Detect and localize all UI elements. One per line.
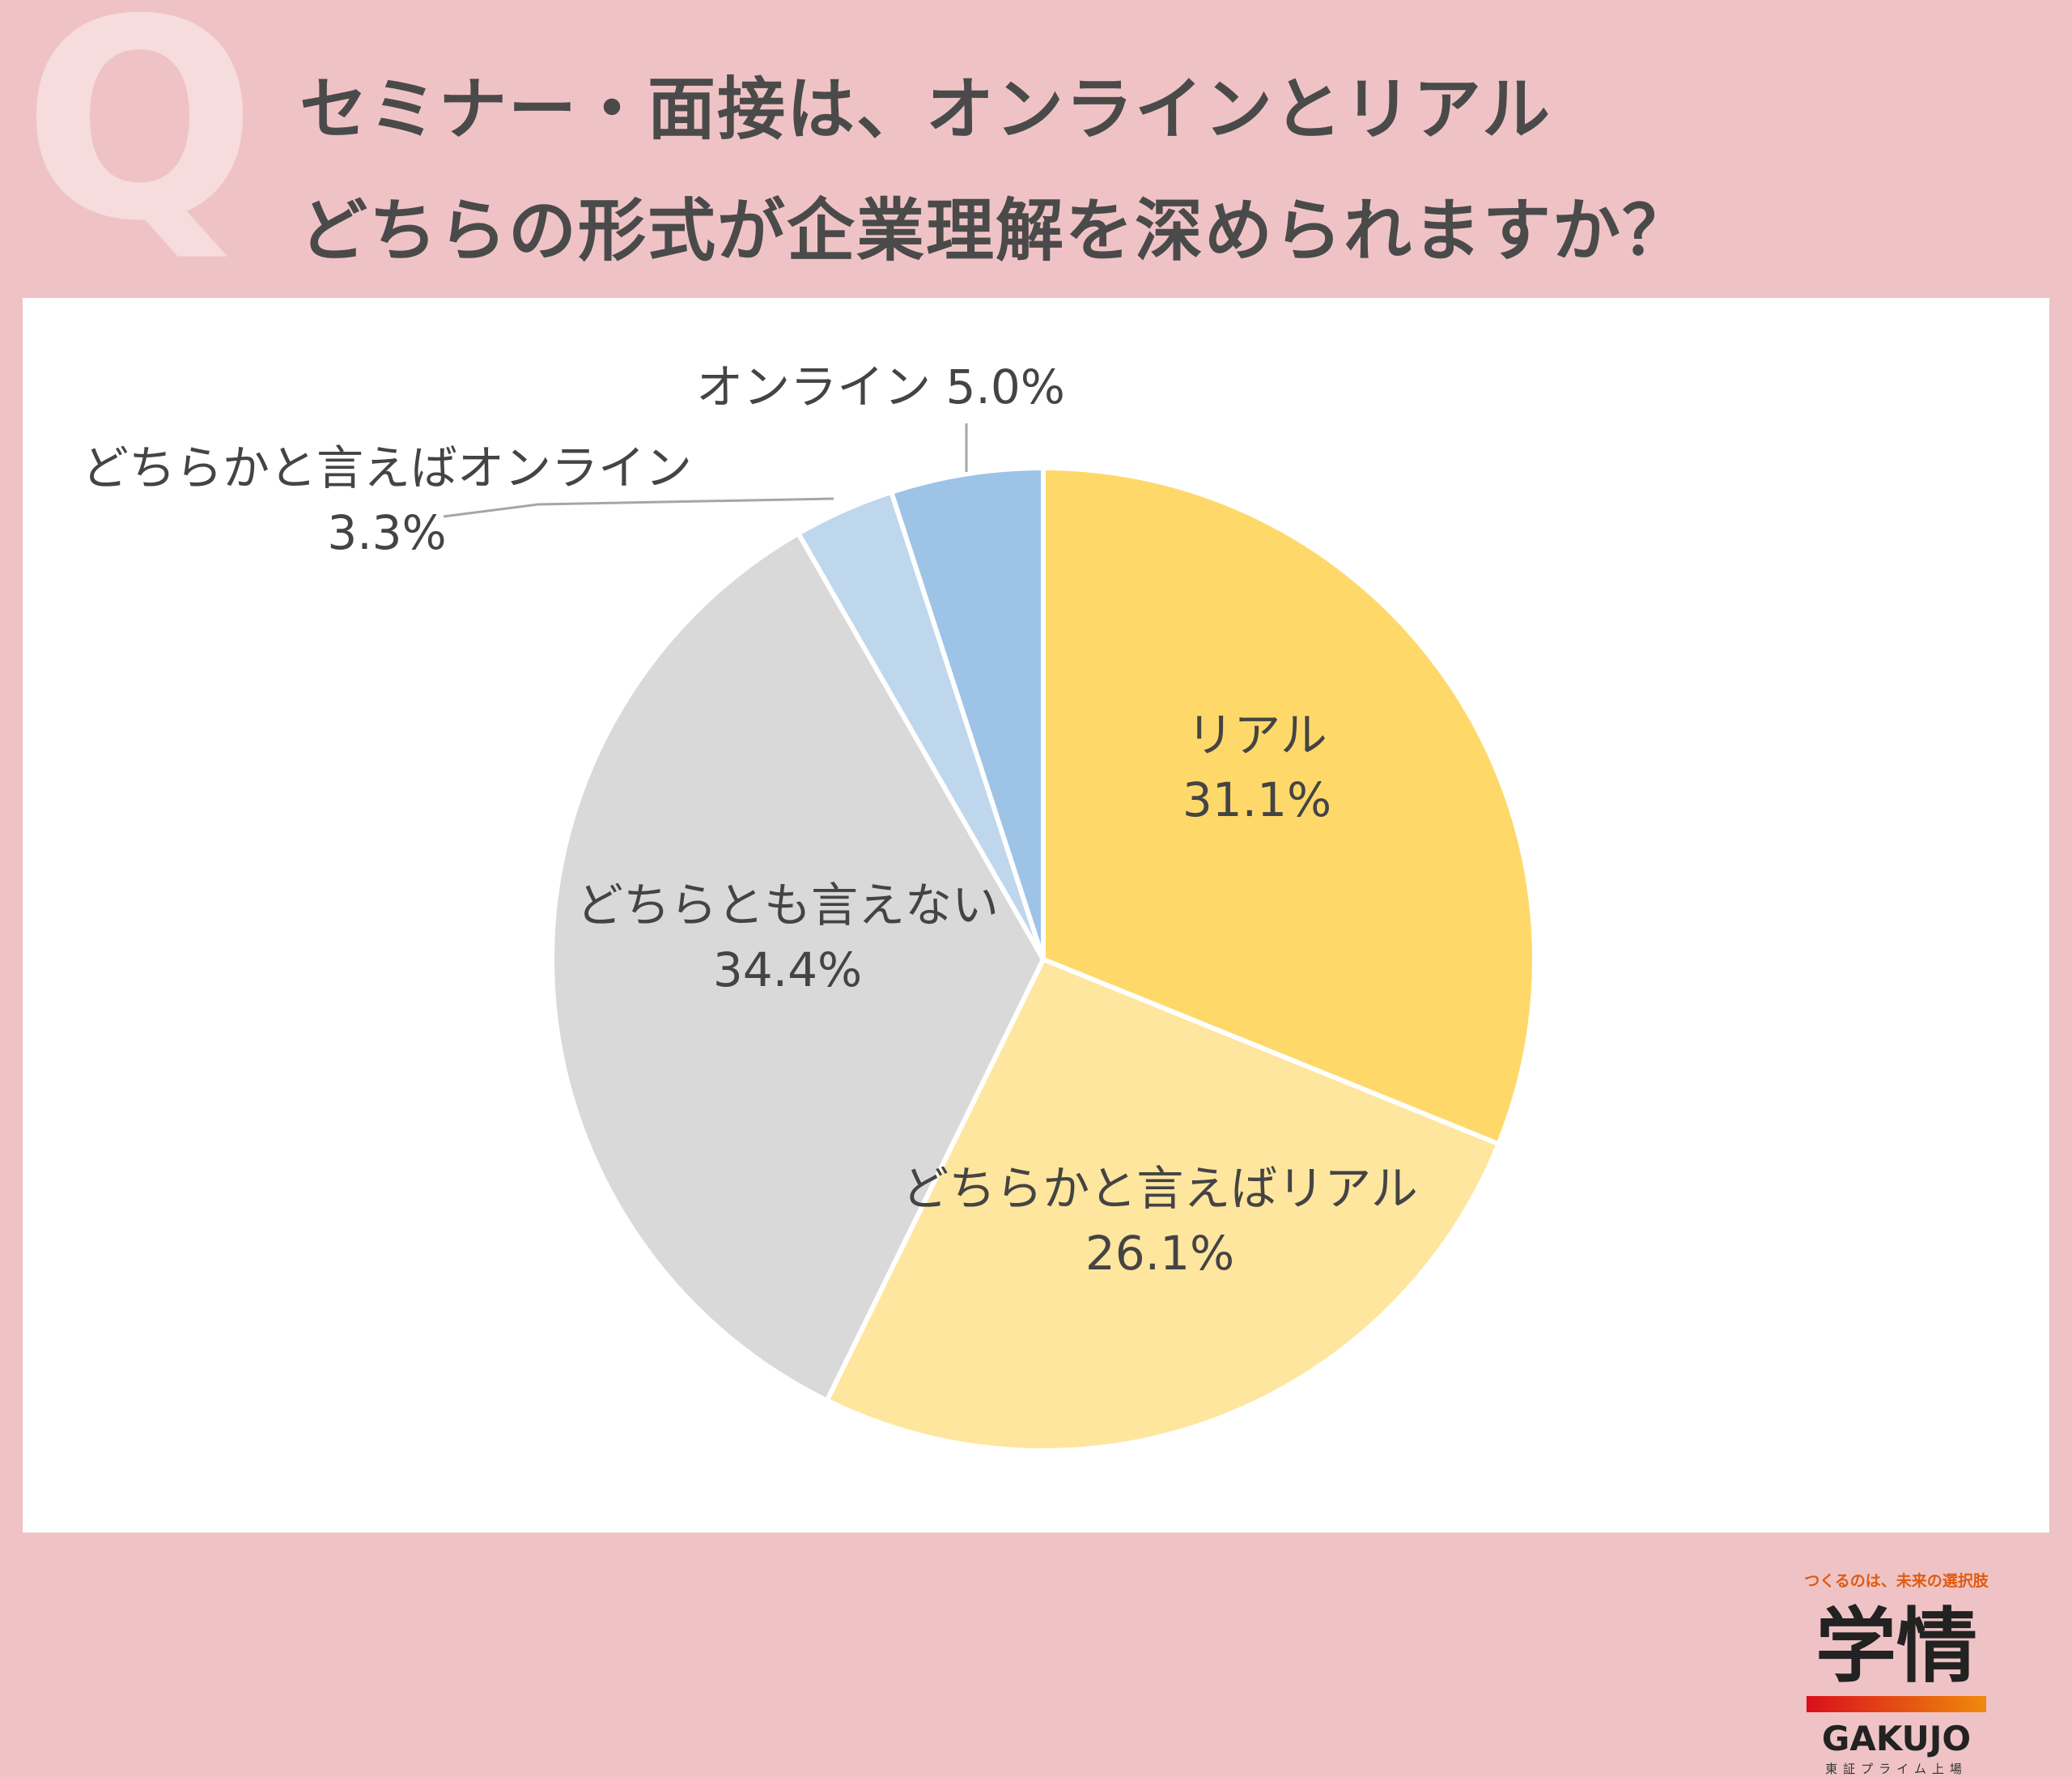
- slice-label-value-1: 31.1%: [1182, 772, 1331, 827]
- slice-label-value-4: 3.3%: [327, 505, 446, 560]
- pie-slice-1: [1041, 465, 1537, 1147]
- slice-label-name-2: どちらかと言えばリアル: [902, 1161, 1417, 1216]
- q-mark: Q: [23, 0, 257, 282]
- slice-label-value-3: 34.4%: [713, 942, 862, 997]
- leader-line-4: [443, 497, 834, 518]
- pie-slice-2: [823, 956, 1502, 1453]
- page-title: セミナー・面接は、オンラインとリアル どちらの形式が企業理解を深められますか？: [299, 49, 2040, 291]
- chart-card: リアル 31.1% どちらかと言えばリアル 26.1% どちらとも言えない 34.4% どち…: [23, 298, 2049, 1776]
- logo-listing: 東証プライム上場: [1825, 1762, 1968, 1776]
- logo-gradient-bar: [1807, 1696, 1986, 1712]
- slice-label-name-4: どちらかと言えばオンライン: [82, 440, 692, 495]
- slice-label-name-1: リアル: [1187, 708, 1327, 763]
- pie-chart: リアル 31.1% どちらかと言えばリアル 26.1% どちらとも言えない 34.4% どち…: [82, 359, 1537, 1453]
- gakujo-logo: つくるのは、未来の選択肢 学情 GAKUJO 東証プライム上場: [1795, 1569, 1998, 1777]
- title-line-1: セミナー・面接は、オンラインとリアル: [299, 70, 1552, 149]
- logo-kanji: 学情: [1815, 1599, 1977, 1694]
- slice-label-name-3: どちらとも言えない: [576, 878, 999, 933]
- logo-roman: GAKUJO: [1821, 1719, 1972, 1758]
- title-line-2: どちらの形式が企業理解を深められますか？: [299, 191, 1692, 270]
- logo-tagline: つくるのは、未来の選択肢: [1804, 1572, 1989, 1590]
- pie-slice-5: [888, 465, 1046, 960]
- slice-label-5: オンライン 5.0%: [696, 359, 1065, 414]
- slice-label-value-2: 26.1%: [1085, 1226, 1234, 1281]
